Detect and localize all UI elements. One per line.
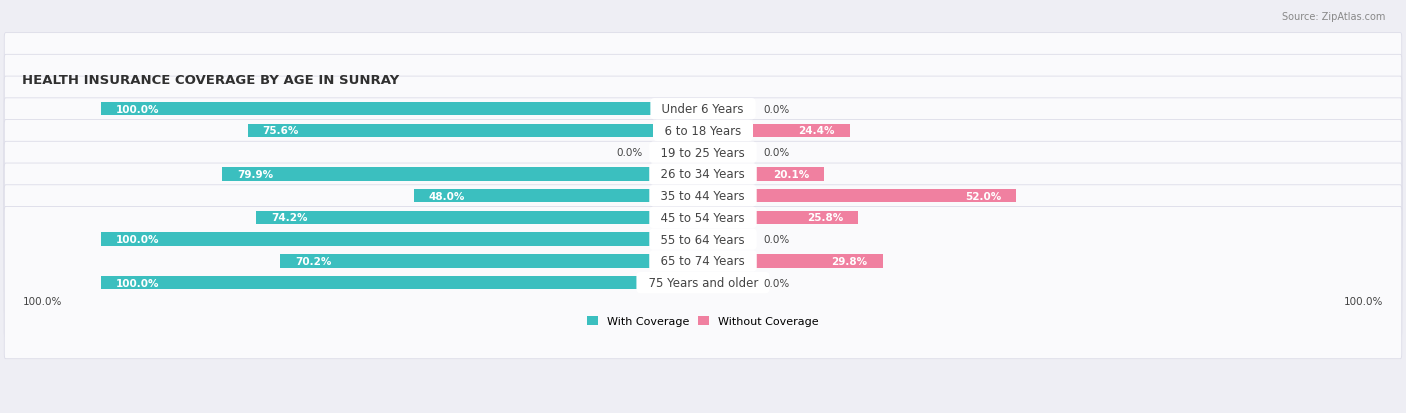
- Bar: [703, 276, 751, 290]
- Legend: With Coverage, Without Coverage: With Coverage, Without Coverage: [582, 312, 824, 331]
- Text: 26 to 34 Years: 26 to 34 Years: [654, 168, 752, 181]
- Bar: [703, 254, 883, 268]
- Text: 0.0%: 0.0%: [763, 104, 790, 114]
- FancyBboxPatch shape: [4, 55, 1402, 207]
- FancyBboxPatch shape: [4, 33, 1402, 185]
- Text: 29.8%: 29.8%: [831, 256, 868, 266]
- Text: 0.0%: 0.0%: [763, 235, 790, 244]
- Text: 48.0%: 48.0%: [429, 191, 465, 201]
- Text: HEALTH INSURANCE COVERAGE BY AGE IN SUNRAY: HEALTH INSURANCE COVERAGE BY AGE IN SUNR…: [22, 74, 399, 87]
- Bar: [256, 211, 703, 225]
- FancyBboxPatch shape: [4, 142, 1402, 294]
- Text: 100.0%: 100.0%: [115, 104, 159, 114]
- Bar: [222, 168, 703, 181]
- Text: 25.8%: 25.8%: [807, 213, 844, 223]
- FancyBboxPatch shape: [4, 120, 1402, 272]
- Bar: [101, 233, 703, 246]
- Text: 0.0%: 0.0%: [763, 148, 790, 158]
- Bar: [247, 124, 703, 138]
- Text: 0.0%: 0.0%: [763, 278, 790, 288]
- Bar: [703, 124, 851, 138]
- Bar: [703, 168, 824, 181]
- Text: 100.0%: 100.0%: [115, 235, 159, 244]
- FancyBboxPatch shape: [4, 99, 1402, 250]
- Bar: [101, 276, 703, 290]
- Text: 100.0%: 100.0%: [22, 297, 62, 306]
- Text: 100.0%: 100.0%: [1344, 297, 1384, 306]
- FancyBboxPatch shape: [4, 207, 1402, 359]
- Text: Under 6 Years: Under 6 Years: [655, 103, 751, 116]
- Text: 52.0%: 52.0%: [965, 191, 1001, 201]
- Text: 100.0%: 100.0%: [115, 278, 159, 288]
- FancyBboxPatch shape: [4, 164, 1402, 316]
- Text: 65 to 74 Years: 65 to 74 Years: [654, 255, 752, 268]
- Bar: [703, 103, 751, 116]
- Text: 75 Years and older: 75 Years and older: [641, 276, 765, 290]
- Bar: [655, 146, 703, 159]
- Bar: [413, 190, 703, 203]
- Bar: [280, 254, 703, 268]
- Text: 24.4%: 24.4%: [799, 126, 835, 136]
- Text: 70.2%: 70.2%: [295, 256, 332, 266]
- Text: 19 to 25 Years: 19 to 25 Years: [654, 146, 752, 159]
- Text: 75.6%: 75.6%: [263, 126, 299, 136]
- Text: 79.9%: 79.9%: [236, 169, 273, 180]
- FancyBboxPatch shape: [4, 185, 1402, 337]
- Bar: [703, 233, 751, 246]
- Bar: [101, 103, 703, 116]
- Text: 35 to 44 Years: 35 to 44 Years: [654, 190, 752, 203]
- Bar: [703, 146, 751, 159]
- Text: 0.0%: 0.0%: [616, 148, 643, 158]
- Text: 20.1%: 20.1%: [773, 169, 808, 180]
- Text: 55 to 64 Years: 55 to 64 Years: [654, 233, 752, 246]
- Text: Source: ZipAtlas.com: Source: ZipAtlas.com: [1281, 12, 1385, 22]
- Bar: [703, 211, 859, 225]
- Text: 45 to 54 Years: 45 to 54 Years: [654, 211, 752, 224]
- Bar: [703, 190, 1017, 203]
- Text: 6 to 18 Years: 6 to 18 Years: [657, 125, 749, 138]
- Text: 74.2%: 74.2%: [271, 213, 308, 223]
- FancyBboxPatch shape: [4, 77, 1402, 229]
